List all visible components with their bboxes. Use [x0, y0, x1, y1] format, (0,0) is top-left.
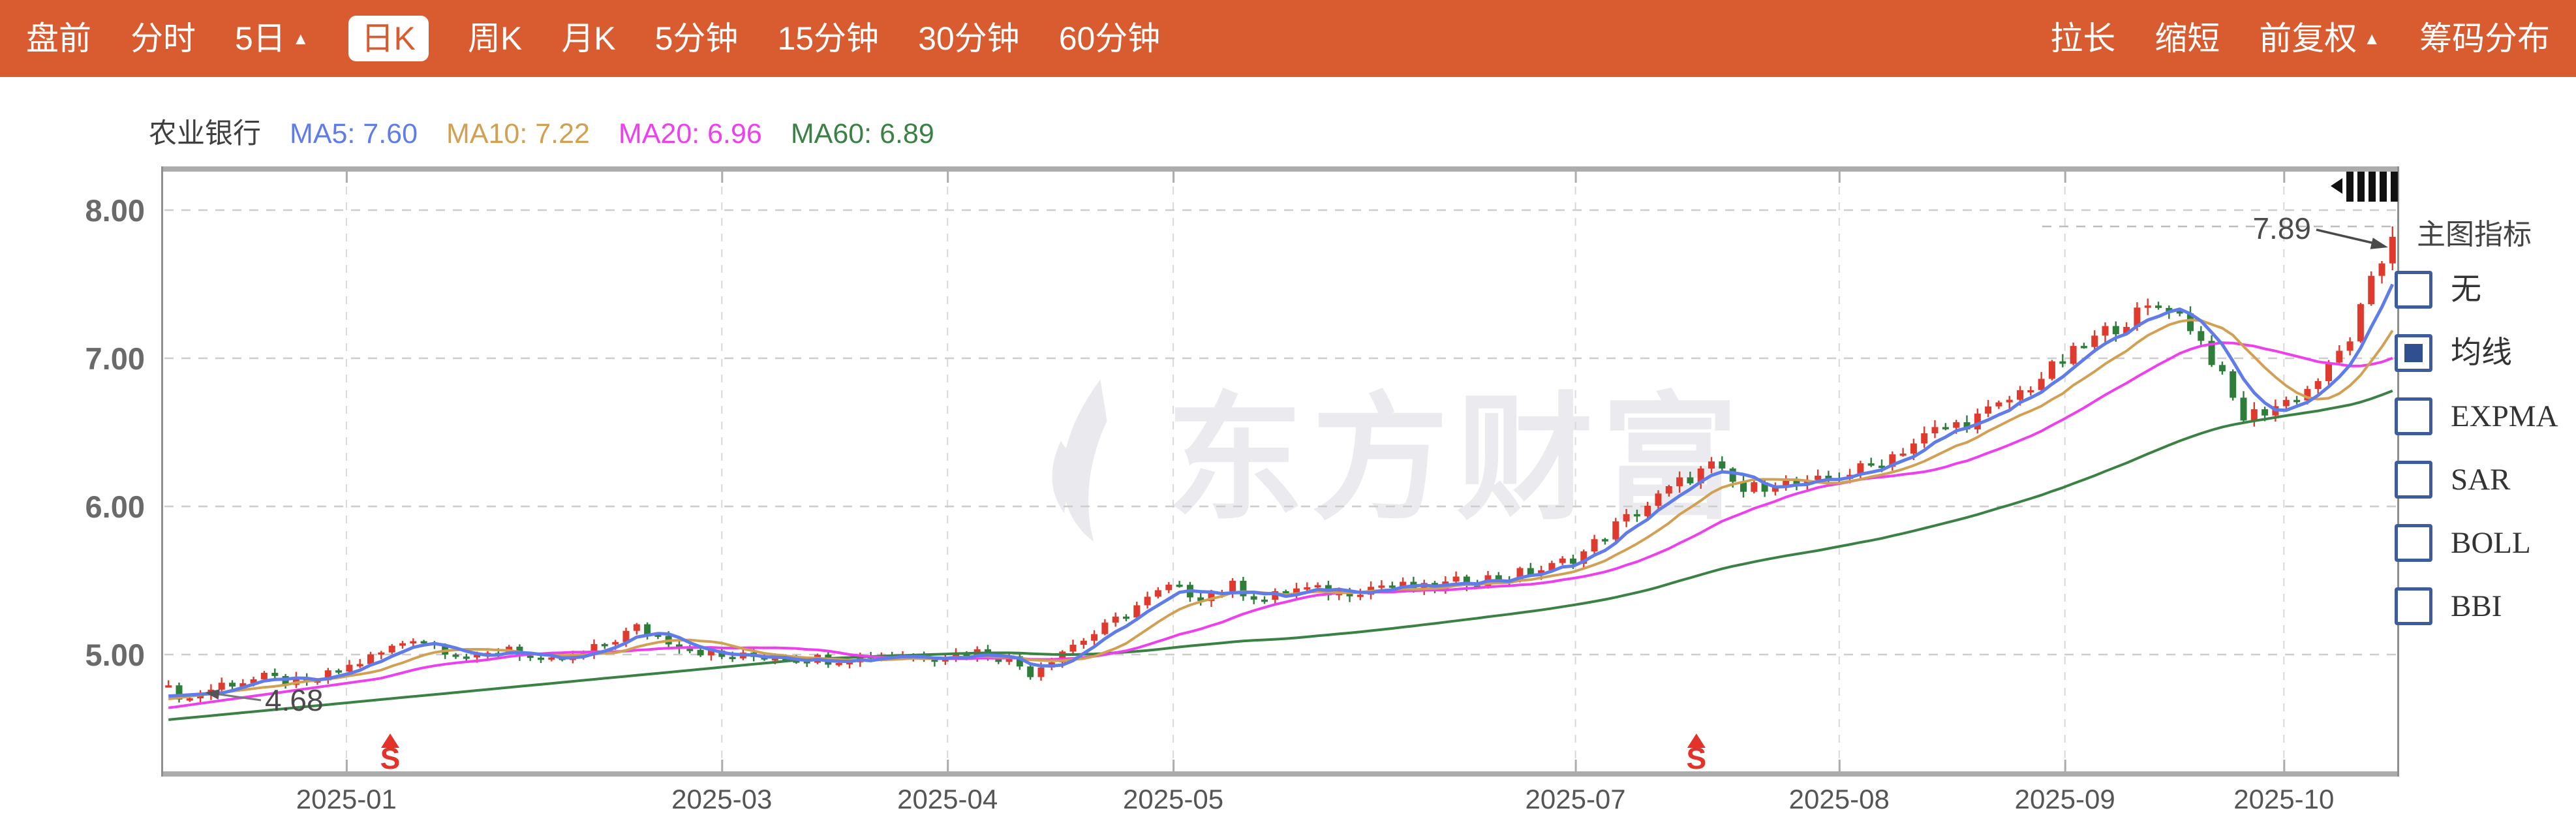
legend-ma10: MA10: 7.22	[446, 118, 590, 149]
tab-15-min[interactable]: 15分钟	[777, 20, 880, 57]
unchecked-checkbox-icon[interactable]	[2395, 587, 2432, 625]
y-tick-7.00: 7.00	[85, 341, 145, 376]
indicator-option-ma[interactable]: 均线	[2395, 332, 2512, 374]
unchecked-checkbox-icon[interactable]	[2395, 271, 2432, 309]
y-tick-8.00: 8.00	[85, 193, 145, 228]
annotation-high-price: 7.89	[2252, 211, 2311, 245]
toolbar: 盘前 分时 5日 ▲ 日K 周K 月K 5分钟 15分钟 30分钟 60分钟 拉长 缩短 前复权 ▲ 筹码分…	[0, 0, 2576, 77]
tab-60-min[interactable]: 60分钟	[1058, 20, 1161, 57]
x-tick-2025-03: 2025-03	[671, 784, 773, 814]
x-tick-2025-05: 2025-05	[1123, 784, 1224, 814]
indicator-option-label: SAR	[2451, 462, 2511, 497]
tab-chip-distribution[interactable]: 筹码分布	[2419, 20, 2550, 57]
svg-text:S: S	[1687, 741, 1707, 775]
chart-legend: 农业银行 MA5: 7.60 MA10: 7.22 MA20: 6.96 MA60: …	[149, 118, 934, 149]
x-tick-2025-10: 2025-10	[2233, 784, 2335, 814]
y-tick-5.00: 5.00	[85, 638, 145, 672]
x-tick-2025-09: 2025-09	[2014, 784, 2115, 814]
tab-5-day[interactable]: 5日 ▲	[235, 20, 309, 57]
tab-stretch[interactable]: 拉长	[2050, 20, 2116, 57]
tab-weekly-k[interactable]: 周K	[467, 20, 523, 57]
ex-dividend-marker: S	[380, 734, 401, 775]
indicator-option-label: BBI	[2451, 589, 2502, 623]
svg-text:S: S	[380, 741, 401, 775]
unchecked-checkbox-icon[interactable]	[2395, 397, 2432, 435]
x-tick-2025-01: 2025-01	[296, 784, 397, 814]
indicator-option-none[interactable]: 无	[2395, 269, 2481, 311]
x-tick-2025-08: 2025-08	[1788, 784, 1890, 814]
dropdown-arrow-icon: ▲	[292, 29, 309, 48]
indicator-option-bbi[interactable]: BBI	[2395, 585, 2502, 627]
checked-checkbox-icon[interactable]	[2395, 334, 2432, 372]
indicator-panel-title: 主图指标	[2417, 219, 2532, 251]
chart-handle-icon	[2331, 172, 2398, 202]
tab-monthly-k[interactable]: 月K	[561, 20, 616, 57]
tab-5-min[interactable]: 5分钟	[654, 20, 739, 57]
high-pointer-arrow	[2316, 228, 2388, 249]
indicator-option-boll[interactable]: BOLL	[2395, 522, 2531, 564]
low-pointer-arrow	[205, 689, 262, 702]
indicator-option-sar[interactable]: SAR	[2395, 459, 2510, 501]
period-tabs: 盘前 分时 5日 ▲ 日K 周K 月K 5分钟 15分钟 30分钟 60分钟	[26, 16, 1160, 61]
toolbar-actions: 拉长 缩短 前复权 ▲ 筹码分布	[2050, 22, 2550, 55]
tab-forward-adjusted[interactable]: 前复权 ▲	[2259, 20, 2380, 57]
legend-ma20: MA20: 6.96	[618, 118, 762, 149]
x-tick-2025-04: 2025-04	[897, 784, 998, 814]
tab-daily-k[interactable]: 日K	[348, 16, 429, 61]
indicator-option-label: BOLL	[2451, 525, 2531, 560]
unchecked-checkbox-icon[interactable]	[2395, 461, 2432, 499]
ma-legend: MA5: 7.60 MA10: 7.22 MA20: 6.96 MA60: 6.89	[290, 118, 934, 149]
annotation-low-price: 4.68	[265, 683, 324, 717]
stock-name: 农业银行	[149, 118, 261, 149]
indicator-option-label: 均线	[2451, 335, 2512, 370]
tab-30-min[interactable]: 30分钟	[918, 20, 1020, 57]
unchecked-checkbox-icon[interactable]	[2395, 524, 2432, 562]
tab-intraday[interactable]: 分时	[130, 20, 196, 57]
indicator-option-label: EXPMA	[2451, 399, 2558, 433]
legend-ma5: MA5: 7.60	[290, 118, 418, 149]
x-tick-2025-07: 2025-07	[1525, 784, 1626, 814]
indicator-option-label: 无	[2451, 272, 2481, 307]
legend-ma60: MA60: 6.89	[790, 118, 934, 149]
tab-shrink[interactable]: 缩短	[2154, 20, 2220, 57]
dropdown-arrow-icon: ▲	[2363, 29, 2380, 48]
indicator-option-expma[interactable]: EXPMA	[2395, 395, 2558, 437]
ex-dividend-marker: S	[1687, 734, 1707, 775]
tab-pre-market[interactable]: 盘前	[26, 20, 91, 57]
y-tick-6.00: 6.00	[85, 489, 145, 524]
